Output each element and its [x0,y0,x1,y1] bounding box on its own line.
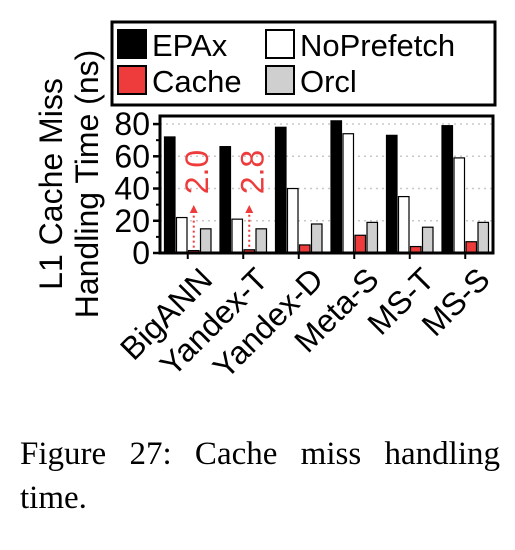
grid [160,123,493,222]
bar-orcl-ms-t [421,226,434,254]
bar-noprefetch-meta-s [342,133,355,254]
bar-epax-meta-s [330,120,343,254]
bar-cache-ms-s [465,241,478,254]
bar-noprefetch-ms-t [397,195,410,254]
y-axis-label-line-1: L1 Cache Miss [33,78,69,290]
bar-noprefetch-bigann [175,216,188,254]
plot-frame [158,114,495,255]
legend-label-epax: EPAx [152,28,228,63]
bar-epax-bigann [163,136,176,254]
legend-swatch-orcl [265,65,295,95]
y-tick-label: 80 [114,106,150,142]
y-axis-label: L1 Cache Miss Handling Time (ns) [33,50,105,319]
legend-box [110,20,497,107]
bar-noprefetch-yandex-d [286,187,299,254]
bar-orcl-bigann [199,228,212,254]
annotation-label: 2.8 [234,150,270,194]
bar-epax-ms-t [385,134,398,254]
bar-orcl-meta-s [366,221,379,254]
legend-label-cache: Cache [152,64,242,99]
legend: EPAx NoPrefetch Cache Orcl [110,20,497,107]
legend-swatch-epax [117,29,147,59]
bar-orcl-yandex-d [310,223,323,254]
y-axis-label-line-2: Handling Time (ns) [69,50,105,319]
y-tick-label: 40 [114,171,150,207]
bar-epax-yandex-d [274,126,287,254]
chart: EPAx NoPrefetch Cache Orcl L1 Cache Miss Han… [33,20,497,385]
figure-caption: Figure 27: Cache miss handling time. [20,436,500,516]
bar-orcl-yandex-t [255,228,268,254]
annotation-label: 2.0 [179,150,215,194]
plot-border [158,114,495,255]
bars [163,120,490,254]
annotation-arrow-head [189,205,198,213]
y-tick-label: 20 [114,203,150,239]
legend-swatch-cache [117,65,147,95]
legend-label-orcl: Orcl [300,64,357,99]
bar-cache-meta-s [354,234,367,254]
bar-orcl-ms-s [477,221,490,254]
bar-noprefetch-ms-s [453,157,466,254]
y-tick-label: 0 [132,235,150,271]
bar-noprefetch-yandex-t [231,218,244,254]
legend-swatch-noprefetch [265,29,295,59]
annotations: 2.0 2.8 [179,150,270,248]
y-tick-label: 60 [114,138,150,174]
bar-epax-yandex-t [219,146,232,254]
annotation-arrow-head [245,205,254,213]
bar-epax-ms-s [441,125,454,254]
legend-label-noprefetch: NoPrefetch [300,28,455,63]
